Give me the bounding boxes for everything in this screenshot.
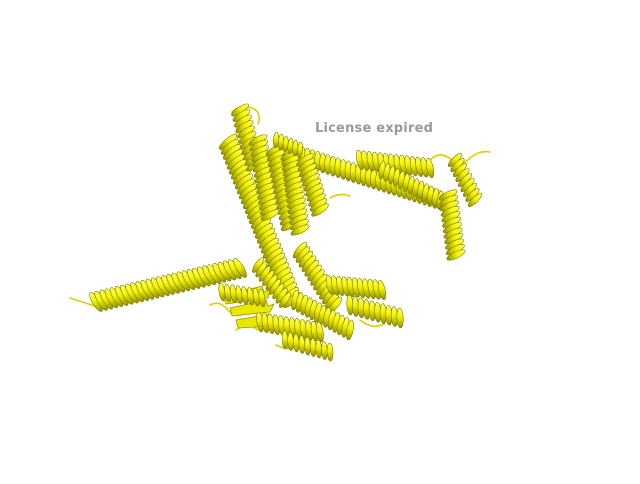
- helix-segment: [280, 149, 310, 236]
- helix-turn: [258, 288, 266, 308]
- helix-segment: [325, 274, 387, 301]
- helix-turn: [260, 209, 280, 221]
- helix-turn: [233, 258, 247, 278]
- license-expired-watermark: License expired: [315, 121, 434, 136]
- helix-turn: [446, 249, 466, 261]
- helix-turn: [346, 319, 354, 341]
- alpha-helices: [89, 103, 483, 362]
- helix-turn: [377, 279, 387, 301]
- helix-turn: [326, 342, 334, 362]
- helix-segment: [89, 258, 247, 312]
- helix-turn: [297, 141, 303, 159]
- helix-turn: [311, 203, 329, 217]
- helix-turn: [467, 193, 483, 207]
- helix-turn: [279, 292, 291, 308]
- helix-segment: [438, 189, 466, 261]
- helix-segment: [292, 241, 343, 314]
- helix-segment: [218, 282, 266, 308]
- helix-turn: [315, 339, 322, 359]
- helix-segment: [281, 330, 334, 362]
- helix-turn: [316, 321, 324, 343]
- helix-segment: [291, 289, 354, 341]
- helix-segment: [252, 257, 291, 308]
- helix-segment: [273, 131, 303, 159]
- helix-segment: [296, 153, 329, 217]
- helix-segment: [447, 153, 483, 207]
- helix-segment: [346, 294, 404, 329]
- helix-turn: [426, 157, 435, 179]
- helix-turn: [396, 307, 404, 329]
- helix-turn: [290, 224, 310, 236]
